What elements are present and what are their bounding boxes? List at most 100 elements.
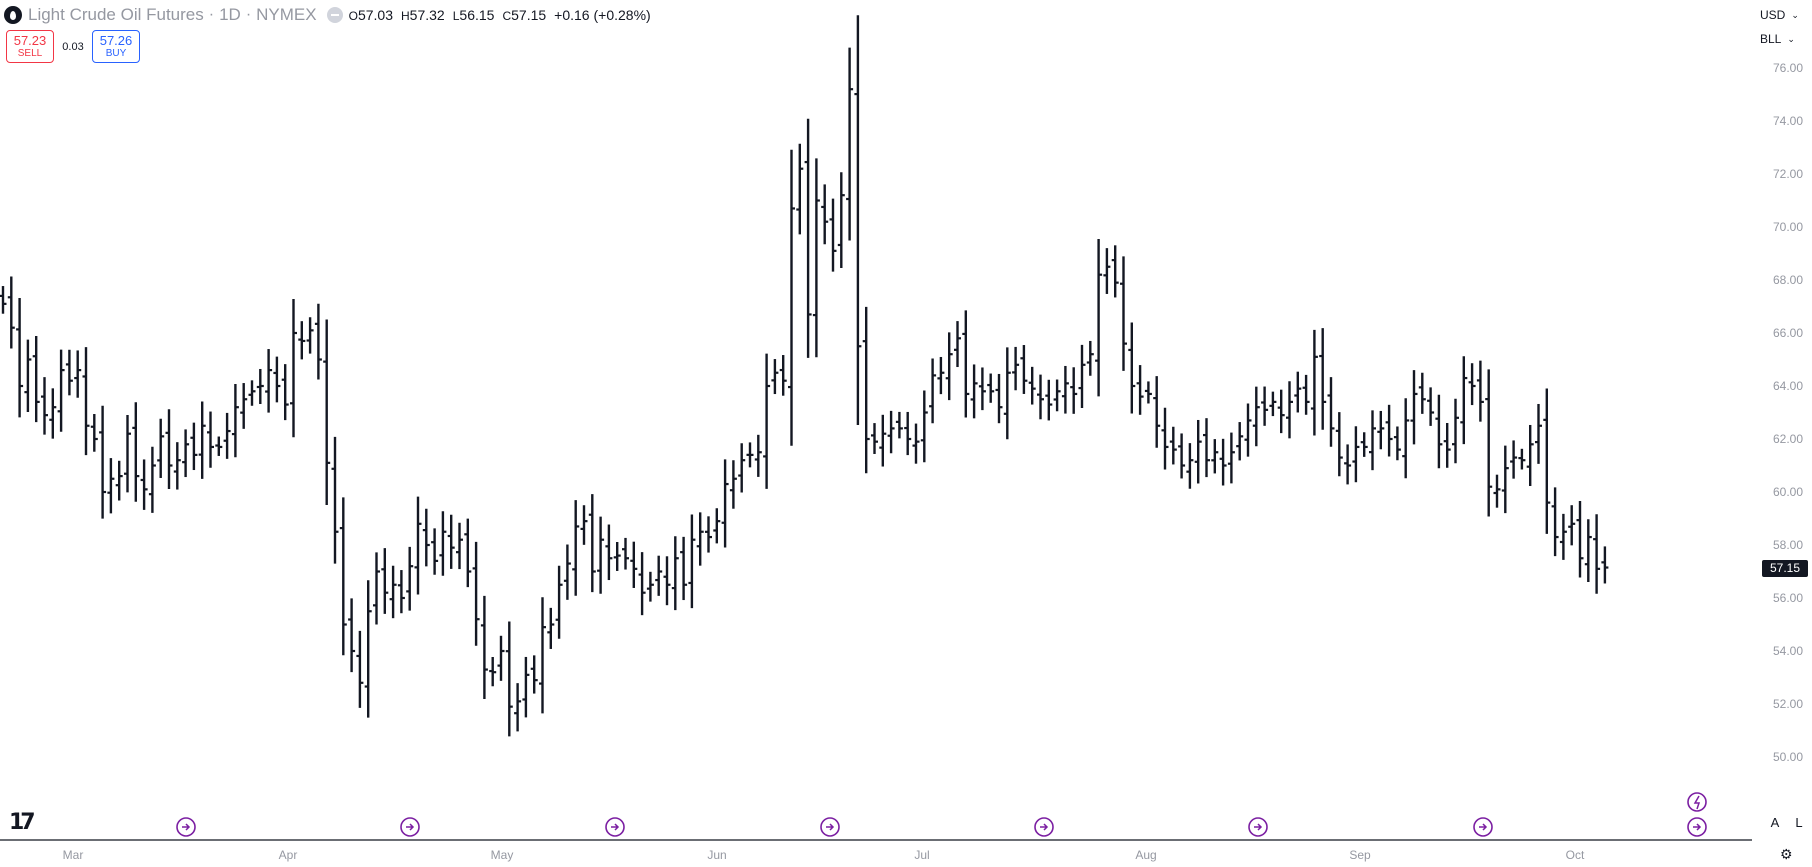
ohlc-bar <box>1559 513 1567 560</box>
ohlc-bar <box>389 565 397 619</box>
ohlc-bar <box>1601 546 1609 584</box>
ohlc-bar <box>1244 403 1252 457</box>
ohlc-bar <box>1261 386 1269 426</box>
ohlc-bar <box>1418 372 1426 414</box>
ohlc-bar <box>1518 448 1526 470</box>
ohlc-bar <box>1319 328 1327 430</box>
ohlc-bar <box>904 411 912 456</box>
event-marker-icon[interactable] <box>176 817 196 837</box>
interval-label[interactable]: 1D <box>219 5 241 24</box>
ohlc-bar <box>207 411 214 468</box>
ohlc-bar <box>937 356 945 395</box>
price-tick-label: 62.00 <box>1773 432 1803 446</box>
ohlc-bar <box>613 541 621 571</box>
ohlc-bar <box>779 355 787 396</box>
ohlc-bar <box>1227 432 1235 484</box>
ohlc-bar <box>456 522 463 570</box>
buy-button[interactable]: 57.26 BUY <box>92 30 140 63</box>
ohlc-bar <box>663 556 671 606</box>
ohlc-bar <box>1435 394 1443 469</box>
ohlc-bar <box>431 528 439 575</box>
ohlc-bar <box>472 541 480 646</box>
ohlc-bar <box>514 683 522 732</box>
event-marker-icon[interactable] <box>605 817 625 837</box>
collapse-legend-icon[interactable] <box>326 7 343 23</box>
ohlc-bar <box>1377 410 1385 450</box>
sell-label: SELL <box>17 47 43 59</box>
ohlc-bar <box>65 349 73 396</box>
ohlc-bar <box>763 353 771 489</box>
ohlc-bar <box>1551 487 1559 557</box>
event-marker-icon[interactable] <box>820 817 840 837</box>
ohlc-bar <box>646 571 654 602</box>
buy-price: 57.26 <box>99 32 133 48</box>
price-axis[interactable]: 76.00 74.00 72.00 70.00 68.00 66.00 64.00 62.00… <box>1773 61 1803 764</box>
ohlc-bar <box>1178 433 1186 479</box>
ohlc-bar <box>1128 322 1136 414</box>
ohlc-bar <box>1219 438 1227 486</box>
ohlc-bar <box>281 364 289 421</box>
unit-selector[interactable]: BLL ⌄ <box>1760 32 1795 46</box>
tradingview-logo[interactable]: 17 <box>9 810 36 835</box>
high-value: H57.32 <box>401 7 445 23</box>
ohlc-bar <box>954 321 961 368</box>
ohlc-bar <box>812 158 820 358</box>
ohlc-bar <box>854 15 862 426</box>
gear-icon[interactable]: ⚙ <box>1780 846 1793 862</box>
time-tick-label: Sep <box>1349 848 1371 862</box>
ohlc-bar <box>605 524 613 581</box>
ohlc-bar <box>1078 344 1086 409</box>
ohlc-bar <box>256 368 264 405</box>
event-marker-icon[interactable] <box>1687 817 1707 837</box>
ohlc-bar <box>1086 340 1094 376</box>
ohlc-bar <box>995 373 1003 424</box>
ohlc-bar <box>1485 369 1493 517</box>
change-value: +0.16 (+0.28%) <box>554 7 651 23</box>
ohlc-bar <box>1269 391 1277 417</box>
currency-selector[interactable]: USD ⌄ <box>1760 8 1799 22</box>
ohlc-bar <box>173 442 181 490</box>
ohlc-bar <box>738 443 746 493</box>
ohlc-bar <box>547 607 555 649</box>
ohlc-bar <box>406 546 414 611</box>
legend-separator: · <box>245 6 252 23</box>
ohlc-bar <box>32 335 40 423</box>
time-tick-label: Jul <box>914 848 929 862</box>
ohlc-bar <box>1294 371 1302 413</box>
event-marker-icon[interactable] <box>400 817 420 837</box>
ohlc-bar <box>788 149 795 446</box>
economic-event-icon[interactable] <box>1687 792 1707 812</box>
ohlc-bar <box>414 496 422 595</box>
chevron-down-icon: ⌄ <box>1787 33 1795 44</box>
event-marker-icon[interactable] <box>1473 817 1493 837</box>
ohlc-bar <box>837 172 845 268</box>
symbol-title[interactable]: Light Crude Oil Futures <box>28 5 204 24</box>
sell-button[interactable]: 57.23 SELL <box>6 30 54 63</box>
ohlc-bar <box>331 436 339 564</box>
event-marker-icon[interactable] <box>1248 817 1268 837</box>
ohlc-bar <box>1120 256 1127 371</box>
ohlc-bar <box>978 367 986 411</box>
crude-oil-drop-icon <box>4 6 22 24</box>
ohlc-bar <box>306 317 314 354</box>
ohlc-bar <box>746 442 754 468</box>
spread-value: 0.03 <box>62 40 84 53</box>
ohlc-bar <box>580 505 588 545</box>
ohlc-bar <box>7 276 15 349</box>
ohlc-bar <box>929 358 937 424</box>
ohlc-bar <box>945 332 953 401</box>
auto-scale-button[interactable]: A <box>1770 815 1780 830</box>
last-price-label: 57.15 <box>1762 559 1808 577</box>
ohlc-bar <box>339 497 347 656</box>
event-marker-icon[interactable] <box>1034 817 1054 837</box>
ohlc-bar <box>1584 519 1592 583</box>
ohlc-bar <box>1493 474 1501 508</box>
log-scale-button[interactable]: L <box>1795 815 1803 830</box>
time-axis[interactable]: Mar Apr May Jun Jul Aug Sep Oct <box>0 839 1752 862</box>
time-tick-label: Aug <box>1135 848 1156 862</box>
legend-separator: · <box>208 6 215 23</box>
price-tick-label: 70.00 <box>1773 220 1803 234</box>
price-tick-label: 58.00 <box>1773 538 1803 552</box>
ohlc-bar <box>1327 377 1335 447</box>
